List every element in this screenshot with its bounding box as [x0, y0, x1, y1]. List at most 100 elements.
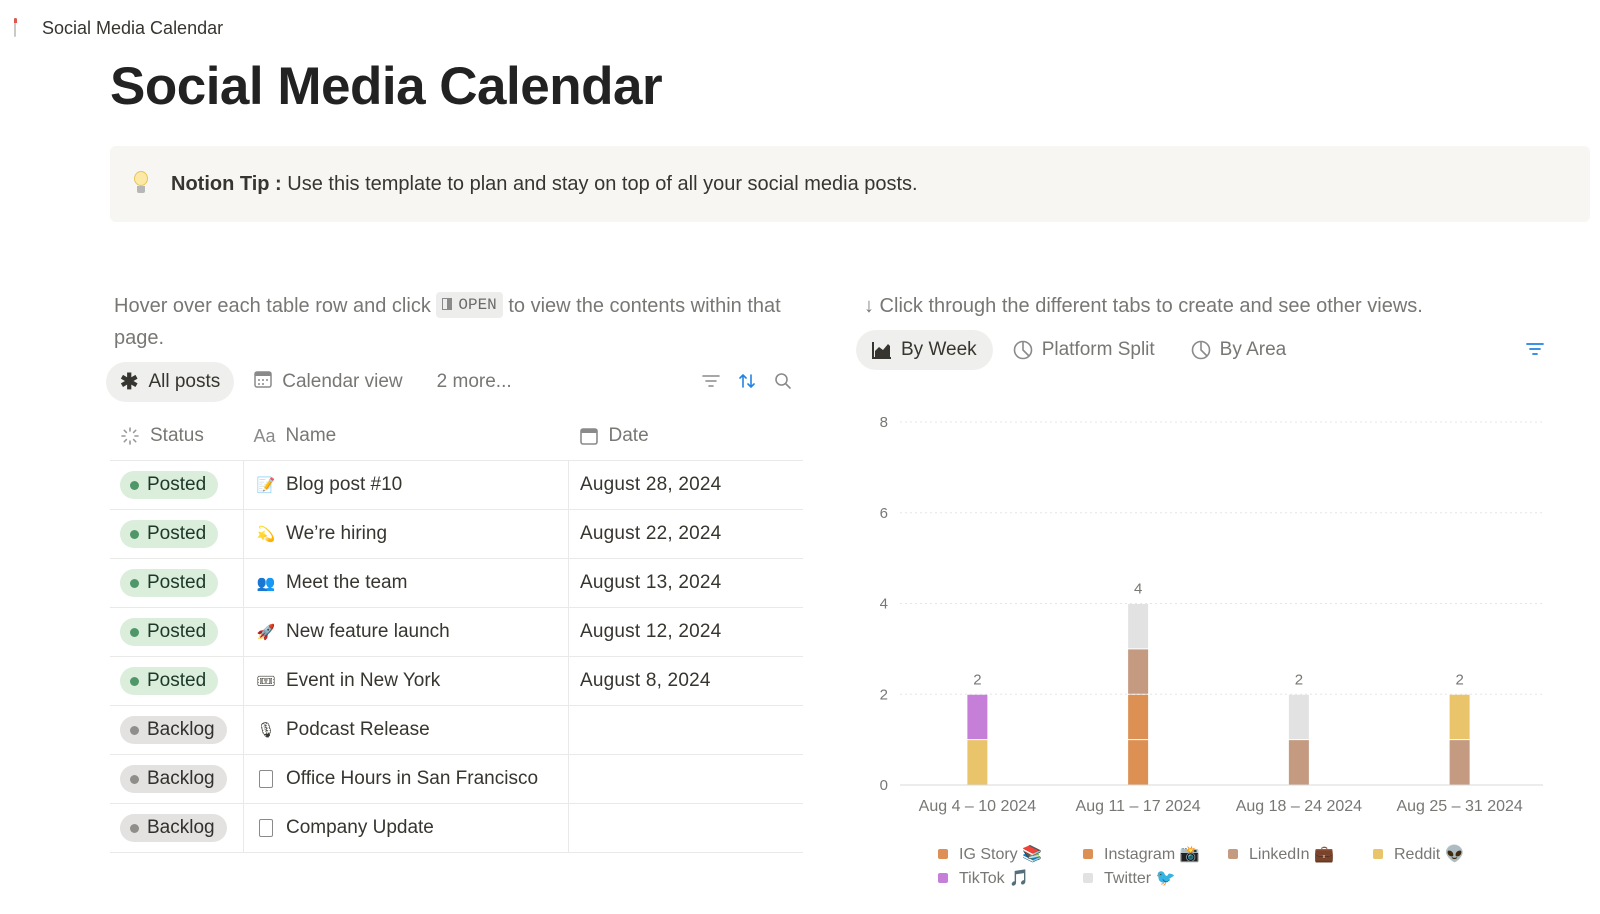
calendar-icon — [254, 370, 272, 394]
legend-item[interactable]: TikTok 🎵 — [938, 868, 1083, 888]
row-date[interactable]: August 22, 2024 — [580, 523, 722, 544]
tab-platform-split[interactable]: Platform Split — [997, 330, 1171, 370]
status-badge[interactable]: Posted — [120, 667, 219, 695]
bar-total-label: 2 — [1455, 671, 1463, 688]
row-name[interactable]: Blog post #10 — [286, 474, 403, 495]
breadcrumb[interactable]: Social Media Calendar — [14, 16, 223, 40]
database-toolbar — [700, 370, 794, 392]
column-date[interactable]: Date — [568, 412, 803, 461]
weekly-posts-chart: 0 2 4 6 8 2 Aug 4 – 10 2024 4 Aug 11 – 17 2024 2 A… — [880, 414, 1543, 815]
calendar-icon — [14, 18, 32, 37]
y-tick-label: 6 — [880, 505, 888, 522]
status-badge[interactable]: Posted — [120, 569, 219, 597]
row-date[interactable]: August 8, 2024 — [580, 670, 711, 691]
row-name[interactable]: Event in New York — [286, 670, 441, 691]
x-tick-label: Aug 18 – 24 2024 — [1236, 798, 1362, 815]
bar-segment — [1128, 694, 1149, 740]
row-date[interactable]: August 12, 2024 — [580, 621, 722, 642]
hint-after: to view the contents within that page. — [114, 295, 781, 349]
row-date[interactable]: August 28, 2024 — [580, 474, 722, 495]
legend-item[interactable]: Twitter 🐦 — [1083, 868, 1228, 888]
legend-swatch — [938, 873, 948, 883]
table-row[interactable]: Backlog 🎙 Podcast Release — [110, 705, 803, 755]
y-tick-label: 4 — [880, 596, 888, 613]
search-icon[interactable] — [772, 370, 794, 392]
legend-item[interactable]: IG Story 📚 — [938, 844, 1083, 864]
bar-segment — [967, 694, 988, 740]
tab-calendar-view[interactable]: Calendar view — [240, 362, 416, 402]
status-badge[interactable]: Posted — [120, 520, 219, 548]
tip-callout: Notion Tip : Use this template to plan a… — [110, 146, 1590, 222]
row-date[interactable]: August 13, 2024 — [580, 572, 722, 593]
status-badge[interactable]: Posted — [120, 471, 219, 499]
tab-more-views-label: 2 more... — [436, 371, 512, 392]
status-badge[interactable]: Backlog — [120, 814, 227, 842]
tab-by-week[interactable]: By Week — [856, 330, 993, 370]
status-label: Posted — [147, 523, 207, 544]
filter-icon[interactable] — [700, 370, 722, 392]
x-tick-label: Aug 25 – 31 2024 — [1396, 798, 1522, 815]
table-row[interactable]: Posted 🎟 Event in New York August 8, 2024 — [110, 656, 803, 706]
legend-swatch — [1083, 849, 1093, 859]
status-loader-icon — [121, 427, 139, 445]
tab-by-area-label: By Area — [1219, 339, 1287, 360]
y-tick-label: 2 — [880, 686, 888, 703]
rocket-icon: 🚀 — [256, 624, 276, 641]
posts-table: Status Aa Name Date Posted 📝 Blog post #1… — [110, 412, 803, 853]
status-label: Backlog — [147, 817, 215, 838]
row-name[interactable]: We’re hiring — [286, 523, 388, 544]
tab-by-week-label: By Week — [901, 339, 977, 360]
legend-row: TikTok 🎵 Twitter 🐦 — [938, 866, 1558, 890]
row-name[interactable]: New feature launch — [286, 621, 450, 642]
table-row[interactable]: Posted 📝 Blog post #10 August 28, 2024 — [110, 460, 803, 510]
bar-chart-icon — [872, 341, 892, 359]
legend-item[interactable]: Instagram 📸 — [1083, 844, 1228, 864]
row-name[interactable]: Podcast Release — [286, 719, 430, 740]
pie-chart-icon — [1013, 340, 1033, 360]
sort-icon[interactable] — [736, 370, 758, 392]
dizzy-icon: 💫 — [256, 526, 276, 543]
table-row[interactable]: Posted 💫 We’re hiring August 22, 2024 — [110, 509, 803, 559]
chart-legend: IG Story 📚 Instagram 📸 LinkedIn 💼 Reddit 👽 T… — [938, 842, 1558, 890]
x-tick-label: Aug 4 – 10 2024 — [919, 798, 1037, 815]
breadcrumb-page-title[interactable]: Social Media Calendar — [42, 17, 224, 38]
status-label: Backlog — [147, 768, 215, 789]
tab-by-area[interactable]: By Area — [1175, 330, 1303, 370]
y-tick-label: 8 — [880, 414, 888, 431]
row-name[interactable]: Meet the team — [286, 572, 408, 593]
legend-label: IG Story 📚 — [959, 846, 1043, 863]
bar-segment — [1128, 740, 1149, 785]
column-name-label: Name — [285, 425, 337, 446]
tab-all-posts[interactable]: ✱ All posts — [106, 362, 235, 402]
bar-segment — [1288, 740, 1309, 785]
table-row[interactable]: Posted 🚀 New feature launch August 12, 20… — [110, 607, 803, 657]
open-key-label: OPEN — [458, 295, 497, 314]
page-title: Social Media Calendar — [110, 57, 663, 116]
table-row[interactable]: Posted 👥 Meet the team August 13, 2024 — [110, 558, 803, 608]
row-name[interactable]: Company Update — [286, 817, 434, 838]
bar-segment — [967, 740, 988, 785]
column-status[interactable]: Status — [110, 412, 244, 461]
hint-before: Hover over each table row and click — [114, 295, 437, 317]
table-row[interactable]: Backlog Office Hours in San Francisco — [110, 754, 803, 804]
chart-hint: ↓ Click through the different tabs to cr… — [864, 295, 1423, 317]
column-name[interactable]: Aa Name — [243, 412, 569, 461]
status-badge[interactable]: Backlog — [120, 765, 227, 793]
table-row[interactable]: Backlog Company Update — [110, 803, 803, 853]
tab-more-views[interactable]: 2 more... — [423, 362, 526, 402]
legend-item[interactable]: Reddit 👽 — [1373, 844, 1518, 864]
x-tick-label: Aug 11 – 17 2024 — [1076, 798, 1201, 815]
bar-segment — [1128, 649, 1149, 694]
status-badge[interactable]: Posted — [120, 618, 219, 646]
page-icon — [259, 819, 273, 837]
status-badge[interactable]: Backlog — [120, 716, 227, 744]
legend-row: IG Story 📚 Instagram 📸 LinkedIn 💼 Reddit 👽 — [938, 842, 1558, 866]
status-label: Backlog — [147, 719, 215, 740]
callout-text: Notion Tip : Use this template to plan a… — [171, 173, 918, 196]
row-name[interactable]: Office Hours in San Francisco — [286, 768, 539, 789]
chart-filter-icon[interactable] — [1526, 342, 1544, 361]
legend-item[interactable]: LinkedIn 💼 — [1228, 844, 1373, 864]
people-icon: 👥 — [256, 575, 276, 592]
legend-label: Twitter 🐦 — [1104, 870, 1176, 887]
page-icon — [259, 770, 273, 788]
